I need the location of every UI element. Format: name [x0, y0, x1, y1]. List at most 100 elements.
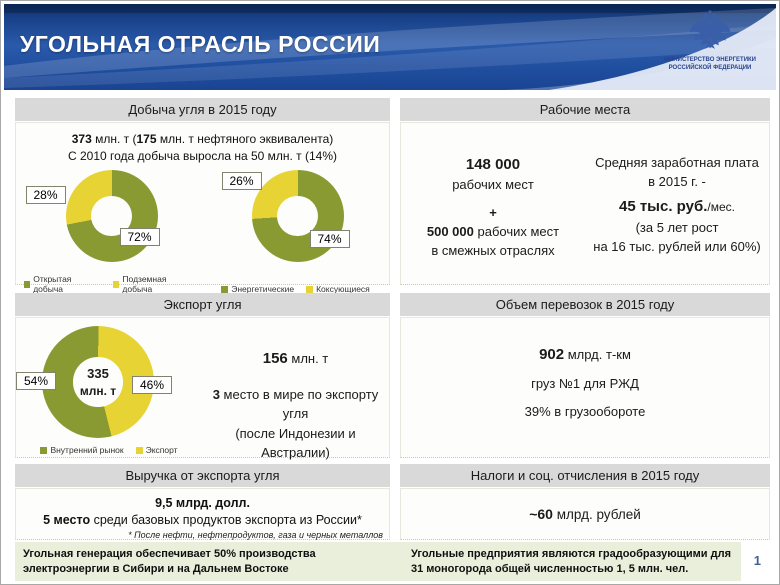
salary-column: Средняя заработная плата в 2015 г. - 45 … — [585, 154, 769, 261]
slide-header: УГОЛЬНАЯ ОТРАСЛЬ РОССИИ МИНИСТЕРСТВО ЭНЕ… — [4, 4, 776, 90]
legend-label-underground: Подземная добыча — [122, 274, 167, 294]
label-domestic-share: 54% — [16, 372, 57, 390]
donut-coal-type — [251, 170, 344, 262]
salary-growth-line2: на 16 тыс. рублей или 60%) — [593, 239, 761, 255]
export-rank-text: место в мире по экспорту угля — [219, 386, 379, 422]
export-rank: 3 место в мире по экспорту угля — [202, 385, 389, 424]
jobs-count-column: 148 000 рабочих мест + 500 000 рабочих м… — [401, 154, 585, 261]
panel-transport-title: Объем перевозок в 2015 году — [400, 293, 770, 316]
label-openpit-share: 72% — [119, 228, 160, 246]
salary-per-month: /мес. — [707, 199, 736, 214]
panel-taxes: Налоги и соц. отчисления в 2015 году ~60… — [400, 464, 770, 540]
taxes-amount-value: ~60 — [529, 506, 553, 522]
label-export-share: 46% — [132, 376, 173, 394]
panel-transport-body: 902 млрд. т-км груз №1 для РЖД 39% в гру… — [400, 317, 770, 458]
label-coking-share: 26% — [221, 172, 262, 190]
panel-production-body: 373 млн. т (175 млн. т нефтяного эквивал… — [15, 122, 390, 294]
panel-revenue-body: 9,5 млрд. долл. 5 место среди базовых пр… — [15, 488, 390, 540]
legend-item-underground: Подземная добыча — [112, 274, 196, 294]
taxes-amount: ~60 млрд. рублей — [401, 489, 769, 522]
salary-value: 45 тыс. руб. — [618, 197, 708, 215]
donut-chart-coal-type: 26% 74% Энергетические Коксующиеся — [210, 168, 382, 296]
legend-label-domestic: Внутренний рынок — [50, 445, 124, 455]
legend-label-coking: Коксующиеся — [316, 284, 370, 294]
donut-mining-method — [65, 170, 158, 262]
export-amount-value: 156 — [262, 350, 288, 367]
ministry-name: МИНИСТЕРСТВО ЭНЕРГЕТИКИ РОССИЙСКОЙ ФЕДЕР… — [650, 57, 770, 73]
production-charts-row: 28% 72% Открытая добыча Подземная добыча… — [16, 168, 389, 296]
footer-band: Угольная генерация обеспечивает 50% прои… — [15, 542, 741, 581]
jobs-count-label: рабочих мест — [452, 176, 534, 192]
legend-item-openpit: Открытая добыча — [23, 274, 101, 294]
revenue-amount: 9,5 млрд. долл. — [155, 496, 250, 510]
legend-item-export: Экспорт — [135, 445, 178, 455]
jobs-related: 500 000 рабочих мест — [401, 223, 585, 242]
page-number: 1 — [753, 553, 761, 568]
panel-production-title: Добыча угля в 2015 году — [15, 98, 390, 121]
panel-export-body: 335 млн. т 54% 46% Внутренний рынок Эксп… — [15, 317, 390, 460]
panel-revenue: Выручка от экспорта угля 9,5 млрд. долл.… — [15, 464, 390, 540]
ministry-name-line1: МИНИСТЕРСТВО ЭНЕРГЕТИКИ — [664, 57, 756, 63]
jobs-related-industries: в смежных отраслях — [431, 243, 555, 259]
taxes-amount-unit: млрд. рублей — [552, 507, 641, 522]
transport-volume: 902 млрд. т-км — [401, 346, 769, 363]
jobs-count: 148 000 — [465, 156, 521, 173]
legend-swatch-yellow-icon — [135, 446, 143, 454]
panel-taxes-body: ~60 млрд. рублей — [400, 488, 770, 540]
export-rank-number: 3 — [212, 386, 220, 402]
page-title: УГОЛЬНАЯ ОТРАСЛЬ РОССИИ — [20, 31, 381, 57]
panel-jobs-body: 148 000 рабочих мест + 500 000 рабочих м… — [400, 122, 770, 285]
legend-label-export: Экспорт — [145, 445, 178, 455]
transport-turnover-share: 39% в грузообороте — [524, 404, 646, 419]
revenue-rank-number: 5 место — [43, 513, 91, 527]
legend-label-thermal: Энергетические — [231, 284, 295, 294]
eagle-emblem-icon — [689, 10, 731, 49]
export-rank-note: (после Индонезии и Австралии) — [235, 425, 356, 461]
legend-swatch-olive-icon — [23, 280, 31, 288]
legend-export: Внутренний рынок Экспорт — [16, 445, 202, 455]
production-headline: 373 млн. т (175 млн. т нефтяного эквивал… — [16, 132, 389, 146]
export-total-value: 335 — [87, 366, 109, 382]
panel-revenue-title: Выручка от экспорта угля — [15, 464, 390, 487]
salary-line2: в 2015 г. - — [648, 173, 706, 189]
panel-taxes-title: Налоги и соц. отчисления в 2015 году — [400, 464, 770, 487]
legend-mining-method: Открытая добыча Подземная добыча — [23, 274, 196, 294]
export-donut-center-label: 335 млн. т — [42, 326, 154, 438]
export-amount: 156 млн. т — [202, 348, 389, 371]
jobs-plus: + — [489, 204, 497, 220]
donut-chart-mining-method: 28% 72% Открытая добыча Подземная добыча — [23, 168, 196, 296]
panel-export: Экспорт угля 335 млн. т 54% 46% Внутренн… — [15, 293, 390, 460]
panel-production: Добыча угля в 2015 году 373 млн. т (175 … — [15, 98, 390, 294]
panel-transport: Объем перевозок в 2015 году 902 млрд. т-… — [400, 293, 770, 458]
salary-amount: 45 тыс. руб./мес. — [585, 196, 769, 218]
export-stats: 156 млн. т 3 место в мире по экспорту уг… — [202, 318, 389, 460]
header-wave-decoration — [4, 4, 776, 90]
production-oil-equiv: 175 — [136, 132, 160, 146]
legend-swatch-olive-icon — [40, 446, 48, 454]
jobs-related-label: рабочих мест — [473, 224, 560, 240]
label-underground-share: 28% — [25, 186, 66, 204]
production-total: 373 — [71, 132, 96, 146]
production-unit: млн. т ( — [95, 132, 137, 146]
production-growth-note: С 2010 года добыча выросла на 50 млн. т … — [67, 149, 338, 163]
legend-swatch-yellow-icon — [306, 285, 314, 293]
salary-line1: Средняя заработная плата — [595, 155, 759, 170]
panel-jobs-title: Рабочие места — [400, 98, 770, 121]
export-total-unit: млн. т — [79, 383, 117, 398]
jobs-related-count: 500 000 — [426, 224, 474, 240]
ministry-logo: МИНИСТЕРСТВО ЭНЕРГЕТИКИ РОССИЙСКОЙ ФЕДЕР… — [650, 9, 770, 73]
legend-coal-type: Энергетические Коксующиеся — [210, 284, 382, 294]
label-thermal-share: 74% — [309, 230, 350, 248]
export-amount-unit: млн. т — [287, 351, 329, 366]
transport-volume-value: 902 — [539, 346, 565, 363]
revenue-rank-text: среди базовых продуктов экспорта из Росс… — [90, 513, 362, 527]
legend-item-domestic: Внутренний рынок — [40, 445, 124, 455]
footer-note-generation: Угольная генерация обеспечивает 50% прои… — [23, 548, 316, 576]
donut-chart-export: 335 млн. т 54% 46% Внутренний рынок Эксп… — [16, 318, 202, 457]
panel-jobs: Рабочие места 148 000 рабочих мест + 500… — [400, 98, 770, 285]
legend-item-coking: Коксующиеся — [306, 284, 370, 294]
ministry-name-line2: РОССИЙСКОЙ ФЕДЕРАЦИИ — [668, 64, 752, 71]
legend-item-thermal: Энергетические — [221, 284, 294, 294]
revenue-rank: 5 место среди базовых продуктов экспорта… — [16, 513, 389, 527]
